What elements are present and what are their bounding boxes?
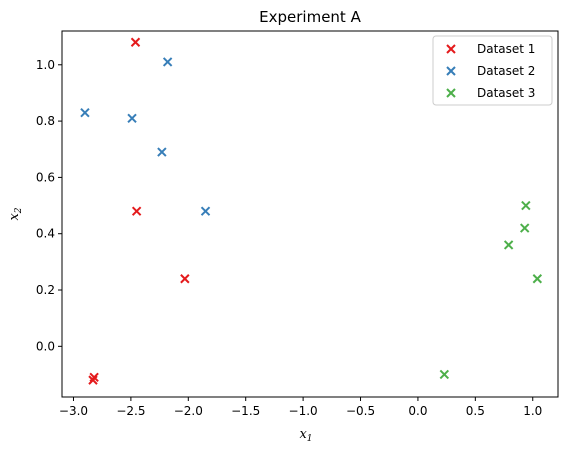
x-tick-label: 0.0 <box>408 404 427 418</box>
data-point-dataset-2 <box>80 107 90 118</box>
x-tick-label: −2.5 <box>116 404 145 418</box>
data-point-dataset-1 <box>130 37 141 47</box>
data-point-dataset-3 <box>503 240 514 250</box>
data-point-dataset-2 <box>162 57 173 67</box>
legend: Dataset 1 Dataset 2 Dataset 3 <box>432 35 553 106</box>
data-point-dataset-2 <box>127 113 137 123</box>
y-tick-label: 1.0 <box>36 58 55 72</box>
data-point-dataset-2 <box>200 206 211 216</box>
y-axis-ticks: 0.0 0.2 0.4 0.6 0.8 1.0 <box>36 58 62 353</box>
data-point-dataset-1 <box>131 206 142 216</box>
plot-frame <box>61 30 559 398</box>
x-tick-label: −1.5 <box>231 404 260 418</box>
y-tick-label: 0.8 <box>36 114 55 128</box>
legend-label-dataset-2: Dataset 2 <box>477 64 535 78</box>
y-tick-label: 0.0 <box>36 339 55 353</box>
y-axis-label: x2 <box>7 207 24 220</box>
data-points <box>80 37 543 385</box>
legend-box <box>432 35 553 106</box>
data-point-dataset-3 <box>521 200 531 211</box>
legend-marker-dataset-3 <box>446 88 456 98</box>
y-tick-label: 0.6 <box>36 170 55 184</box>
chart-title: Experiment A <box>259 8 361 26</box>
x-tick-label: 0.5 <box>466 404 485 418</box>
y-tick-label: 0.4 <box>36 227 55 241</box>
x-tick-label: −1.0 <box>289 404 318 418</box>
data-point-dataset-1 <box>180 274 190 284</box>
data-point-dataset-3 <box>532 274 543 284</box>
x-tick-label: 1.0 <box>523 404 542 418</box>
legend-marker-dataset-1 <box>446 44 456 54</box>
data-point-dataset-3 <box>519 223 530 233</box>
legend-label-dataset-1: Dataset 1 <box>477 42 535 56</box>
data-point-dataset-1 <box>89 372 99 382</box>
x-axis-label: x1 <box>299 427 312 444</box>
x-axis-ticks: −3.0 −2.5 −2.0 −1.5 −1.0 −0.5 0.0 0.5 1.0 <box>59 397 542 418</box>
x-tick-label: −0.5 <box>346 404 375 418</box>
x-tick-label: −3.0 <box>59 404 88 418</box>
data-point-dataset-3 <box>439 369 450 380</box>
legend-label-dataset-3: Dataset 3 <box>477 86 535 100</box>
x-tick-label: −2.0 <box>174 404 203 418</box>
data-point-dataset-2 <box>157 147 167 157</box>
y-tick-label: 0.2 <box>36 283 55 297</box>
legend-marker-dataset-2 <box>446 66 456 76</box>
